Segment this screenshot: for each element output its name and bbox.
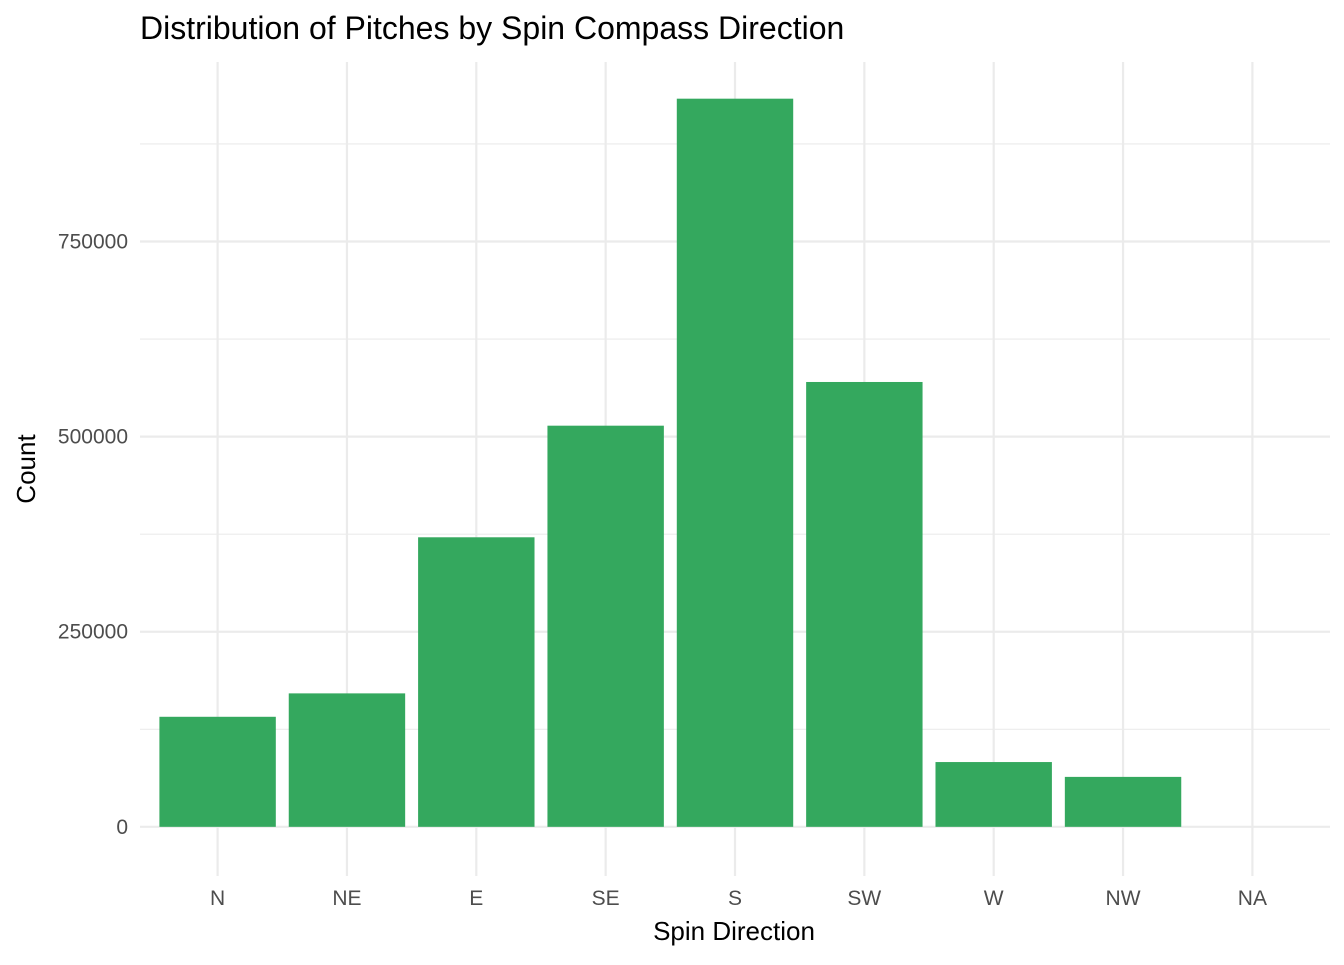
x-tick-label: SW [847, 887, 881, 910]
bar-layer [159, 98, 1182, 827]
x-tick-label: W [984, 887, 1004, 910]
bar-se [547, 425, 664, 827]
x-tick-label: SE [592, 887, 620, 910]
x-tick-label: E [469, 887, 483, 910]
x-tick-label: NE [332, 887, 361, 910]
bar-ne [288, 693, 406, 827]
tick-layer: 0 250000 500000 750000 N NE E SE S SW W NW NA [58, 231, 1267, 910]
x-axis-title: Spin Direction [653, 916, 815, 946]
x-tick-label: N [210, 887, 225, 910]
x-tick-label: S [728, 887, 742, 910]
x-tick-label: NA [1238, 887, 1267, 910]
bar-sw [806, 381, 923, 827]
y-axis-title: Count [11, 434, 41, 504]
bar-nw [1064, 776, 1182, 827]
x-tick-label: NW [1106, 887, 1141, 910]
y-tick-label: 0 [116, 816, 128, 839]
bar-e [418, 537, 535, 827]
y-tick-label: 250000 [58, 621, 128, 644]
chart-title: Distribution of Pitches by Spin Compass … [140, 10, 844, 46]
bar-w [935, 762, 1052, 827]
bar-s [676, 98, 794, 827]
bar-n [159, 716, 276, 827]
y-tick-label: 500000 [58, 426, 128, 449]
y-tick-label: 750000 [58, 231, 128, 254]
